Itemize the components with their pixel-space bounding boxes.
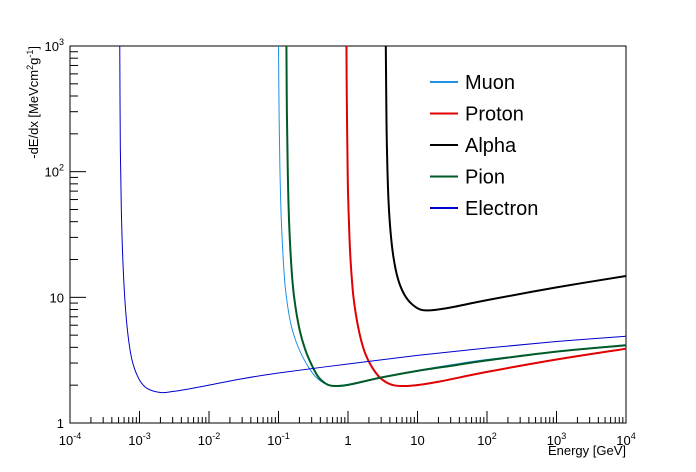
x-tick-label: 1: [344, 433, 351, 448]
series-line-pion: [285, 46, 626, 388]
legend-label-pion: Pion: [465, 167, 505, 189]
x-tick-label: 103: [547, 431, 566, 448]
legend-label-proton: Proton: [465, 104, 524, 126]
x-tick-label: 10-2: [198, 431, 220, 448]
y-axis-title-prefix: -dE/dx [MeVcm: [26, 70, 41, 159]
x-tick-label: 10-1: [267, 431, 289, 448]
y-axis-title-suffix: ]: [26, 46, 41, 50]
series-line-alpha: [384, 46, 626, 312]
plot-area: [69, 45, 627, 424]
axes-group: 10-4 10-3 10-2 10-1 1 10 102 103 104 1 10 102 103: [45, 37, 636, 448]
x-tick-label: 10: [410, 433, 424, 448]
plot-frame: [69, 45, 627, 424]
legend-label-muon: Muon: [465, 72, 515, 94]
legend-label-electron: Electron: [465, 198, 538, 220]
x-tick-label: 10-4: [59, 431, 81, 448]
y-tick-label: 103: [45, 37, 64, 54]
series-line-muon: [278, 46, 626, 387]
y-axis-title-mid: g: [26, 58, 41, 65]
x-tick-label: 102: [477, 431, 496, 448]
y-tick-label: 10: [50, 290, 64, 305]
y-tick-label: 1: [57, 416, 64, 431]
x-tick-label: 10-3: [128, 431, 150, 448]
x-axis-title: Energy [GeV]: [548, 443, 626, 458]
legend: Muon Proton Alpha Pion Electron: [430, 72, 538, 220]
legend-label-alpha: Alpha: [465, 135, 517, 157]
y-tick-label: 102: [45, 163, 64, 180]
x-tick-label: 104: [616, 431, 635, 448]
y-axis-title-sup2: -1: [25, 50, 35, 58]
series-group: [119, 46, 626, 394]
y-axis-title: -dE/dx [MeVcm2g-1]: [25, 46, 41, 159]
y-axis-title-sup1: 2: [25, 65, 35, 70]
series-line-proton: [345, 46, 626, 388]
series-line-electron: [119, 46, 626, 394]
